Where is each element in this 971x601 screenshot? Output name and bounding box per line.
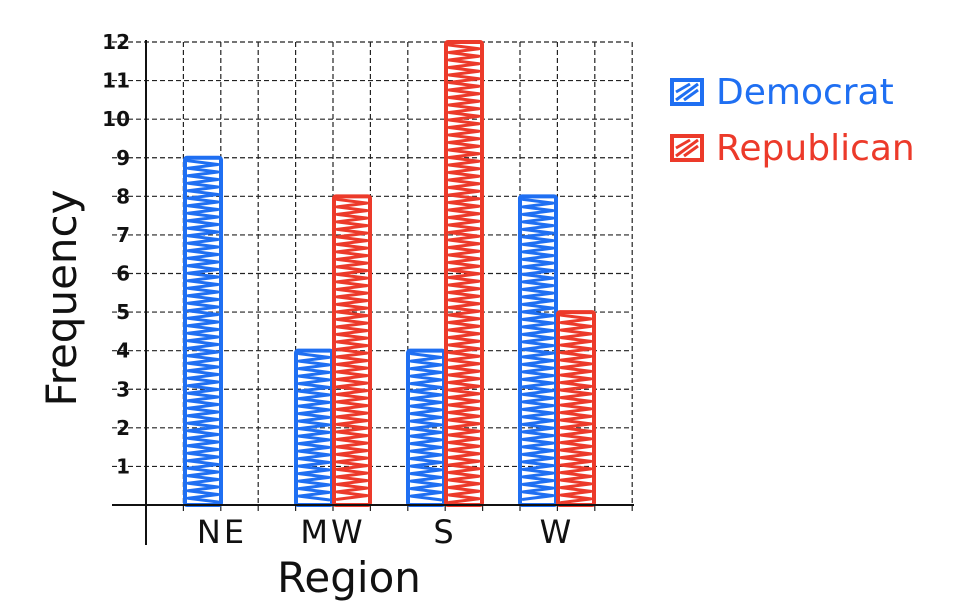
bar-democrat-ne xyxy=(183,155,223,507)
bar-democrat-w xyxy=(518,194,558,507)
bar-democrat-s xyxy=(406,348,446,507)
y-tick-label: 9 xyxy=(116,146,130,170)
bar-democrat-mw xyxy=(294,348,334,507)
x-tick-label: MW xyxy=(300,513,365,551)
legend: Democrat Republican xyxy=(670,72,915,169)
legend-label: Democrat xyxy=(716,72,894,113)
x-tick-label: NE xyxy=(197,513,247,551)
y-tick-label: 6 xyxy=(116,262,130,286)
y-tick-label: 3 xyxy=(116,377,130,401)
y-tick-label: 10 xyxy=(102,107,130,131)
legend-label: Republican xyxy=(716,128,915,169)
legend-item-republican: Republican xyxy=(670,128,915,169)
y-tick-label: 1 xyxy=(116,454,130,478)
bar-republican-w xyxy=(556,310,596,508)
y-tick-label: 11 xyxy=(102,69,130,93)
legend-swatch xyxy=(670,78,704,106)
x-tick-labels: NE MW S W xyxy=(197,513,575,551)
y-axis-title: Frequency xyxy=(37,190,86,407)
x-tick-label: W xyxy=(540,513,575,551)
legend-swatch-hatch xyxy=(675,82,699,102)
axes xyxy=(112,40,634,545)
x-axis-title: Region xyxy=(277,553,421,601)
y-tick-label: 7 xyxy=(116,223,130,247)
bars xyxy=(183,40,596,508)
y-tick-label: 12 xyxy=(102,30,130,54)
y-tick-label: 5 xyxy=(116,300,130,324)
legend-swatch-hatch xyxy=(675,138,699,158)
legend-swatch xyxy=(670,134,704,162)
legend-item-democrat: Democrat xyxy=(670,72,894,113)
y-tick-label: 4 xyxy=(116,339,130,363)
x-tick-label: S xyxy=(433,513,456,551)
y-tick-label: 2 xyxy=(116,416,130,440)
y-tick-label: 8 xyxy=(116,184,130,208)
